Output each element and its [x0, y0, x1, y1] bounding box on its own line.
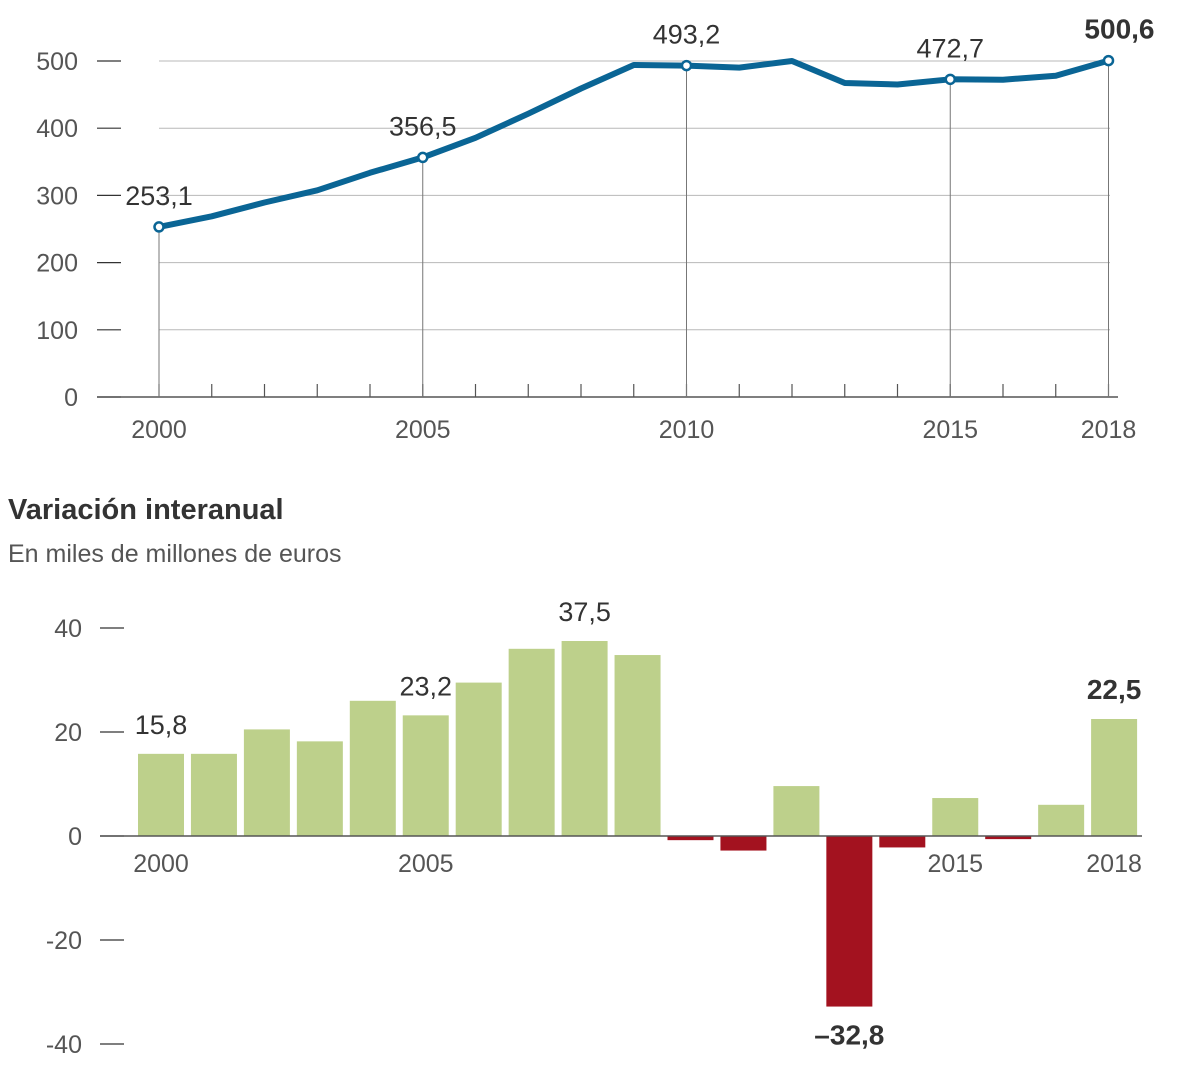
bar-chart-title: Variación interanual	[8, 494, 284, 526]
x-tick-label: 2018	[1081, 416, 1137, 444]
bar-chart-subtitle: En miles de millones de euros	[8, 540, 342, 568]
bar	[138, 753, 184, 836]
x-tick-label: 2005	[395, 416, 451, 444]
x-tick-label: 2000	[133, 850, 189, 878]
data-point-marker	[417, 151, 429, 164]
data-label: 472,7	[916, 33, 984, 63]
bar	[455, 682, 502, 836]
bar	[985, 836, 1032, 840]
y-tick-label: 100	[36, 317, 78, 345]
bar	[667, 836, 714, 841]
data-label: 493,2	[653, 20, 721, 50]
bar	[826, 836, 873, 1007]
series-line	[156, 57, 1112, 230]
x-tick-label: 2018	[1086, 850, 1142, 878]
x-tick-label: 2005	[398, 850, 454, 878]
data-point-marker	[153, 221, 165, 233]
bar	[932, 798, 979, 836]
bar	[296, 741, 343, 836]
bar	[349, 700, 396, 836]
bar-data-label: 15,8	[135, 710, 188, 740]
y-tick-label: 200	[36, 250, 78, 278]
bar	[1038, 804, 1085, 836]
data-label: 253,1	[125, 181, 193, 211]
bar-data-label: 37,5	[558, 597, 611, 627]
data-point-marker	[680, 59, 693, 72]
x-tick-label: 2015	[922, 416, 978, 444]
bar-data-label: 23,2	[399, 671, 452, 701]
x-tick-label: 2010	[659, 416, 715, 444]
data-label: 356,5	[389, 111, 457, 141]
bar	[561, 641, 608, 836]
y-tick-label: 500	[36, 48, 78, 76]
y-tick-label: 40	[54, 615, 82, 643]
y-tick-label: -20	[46, 927, 82, 955]
y-tick-label: -40	[46, 1031, 82, 1059]
data-point-marker	[944, 73, 956, 86]
bar	[879, 836, 926, 848]
bar	[508, 648, 555, 836]
x-tick-label: 2000	[131, 416, 187, 444]
data-point-marker	[1102, 54, 1115, 67]
x-tick-label: 2015	[927, 850, 983, 878]
y-tick-label: 20	[54, 719, 82, 747]
y-tick-label: 0	[64, 384, 78, 412]
bar	[402, 715, 449, 836]
bar	[773, 786, 820, 836]
bar	[190, 753, 237, 836]
bar-data-label: –32,8	[814, 1020, 884, 1051]
line-chart: 0 100 200 300 400 500 2000 2005 2010 2015 2018 253,…	[36, 14, 1154, 444]
y-tick-label: 300	[36, 182, 78, 210]
bar-data-label: 22,5	[1087, 674, 1142, 705]
bar	[614, 655, 661, 836]
bar	[1091, 719, 1138, 836]
bar	[720, 836, 767, 851]
bar	[243, 729, 290, 836]
data-label: 500,6	[1084, 14, 1154, 45]
y-tick-label: 400	[36, 115, 78, 143]
y-tick-label: 0	[68, 823, 82, 851]
